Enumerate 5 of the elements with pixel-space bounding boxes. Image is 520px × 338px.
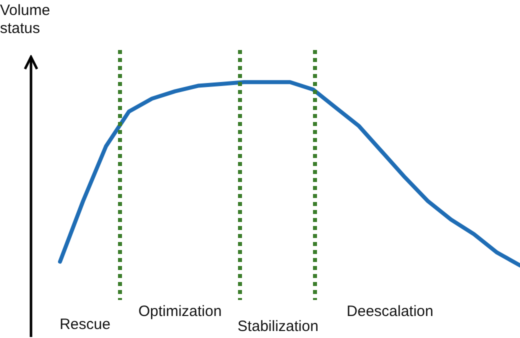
- y-axis-title: Volume status: [0, 2, 52, 38]
- text: Optimization: [138, 303, 222, 320]
- text: Stabilization: [238, 318, 318, 335]
- text: Deescalation: [346, 303, 434, 320]
- text: Rescue: [60, 316, 110, 333]
